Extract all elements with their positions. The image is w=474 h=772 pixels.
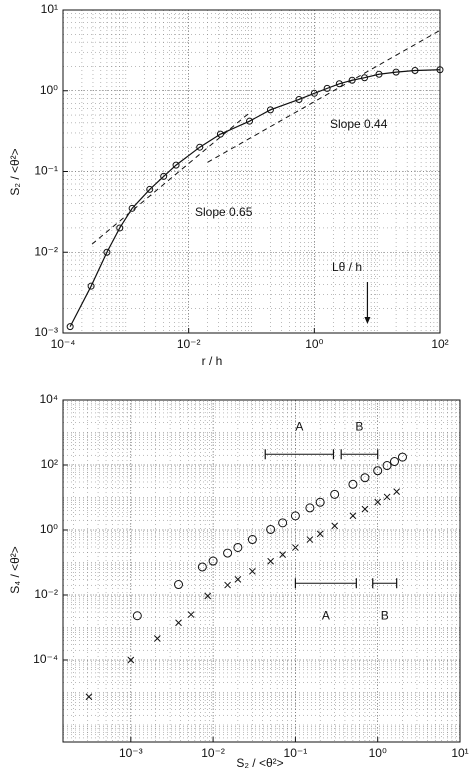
x-axis-label: r / h: [202, 354, 223, 368]
point: [87, 282, 95, 290]
y-tick-label: 10²: [41, 457, 58, 471]
plot-frame: [62, 9, 441, 334]
fit-line: [207, 29, 441, 163]
point: [246, 117, 254, 125]
point: [323, 84, 331, 92]
annotation: Lθ / h: [332, 260, 362, 274]
point: [266, 106, 274, 114]
point: [224, 581, 231, 589]
point: [208, 556, 218, 566]
point: [315, 497, 325, 507]
y-tick-label: 10⁻²: [34, 587, 58, 601]
point: [174, 580, 184, 590]
point: [310, 89, 318, 97]
point: [175, 619, 182, 627]
point: [127, 656, 135, 664]
point: [306, 536, 314, 543]
y-axis-label: S₂ / <θ²>: [8, 148, 22, 195]
y-tick-label: 10⁻¹: [34, 164, 58, 178]
range-label: A: [295, 419, 303, 433]
point: [349, 512, 357, 520]
point: [375, 70, 383, 78]
point: [392, 68, 400, 76]
point: [132, 611, 142, 621]
point: [382, 461, 392, 471]
point: [267, 557, 274, 565]
x-tick-label: 10⁻¹: [284, 746, 308, 760]
y-axis-label: S₄ / <θ²>: [8, 546, 22, 594]
point: [393, 488, 401, 495]
point: [383, 493, 391, 501]
point: [116, 224, 124, 232]
y-tick-label: 10⁴: [39, 392, 58, 406]
point: [305, 503, 315, 513]
x-tick-label: 10²: [431, 337, 448, 351]
range-label: B: [355, 419, 363, 433]
point: [187, 611, 195, 618]
point: [411, 67, 419, 75]
point: [266, 524, 276, 534]
x-tick-label: 10⁻³: [119, 746, 143, 760]
point: [316, 530, 324, 538]
y-tick-label: 10⁰: [40, 522, 58, 536]
point: [160, 172, 168, 180]
point: [330, 489, 340, 499]
annotation: Slope 0.44: [330, 117, 388, 131]
point: [85, 693, 93, 701]
point: [390, 457, 400, 467]
point: [278, 518, 288, 528]
point: [290, 511, 300, 521]
plot-frame: [62, 399, 461, 743]
point: [279, 551, 287, 558]
point: [361, 74, 369, 82]
point: [249, 567, 256, 575]
arrow-head: [364, 317, 371, 324]
point: [172, 161, 180, 169]
point: [295, 95, 303, 103]
point: [348, 479, 358, 489]
point: [153, 635, 161, 642]
x-tick-label: 10¹: [451, 746, 468, 760]
range-label: A: [322, 608, 330, 622]
point: [360, 473, 370, 483]
x-tick-label: 10⁰: [369, 746, 387, 760]
x-axis-label: S₂ / <θ²>: [236, 756, 283, 770]
point: [204, 592, 212, 600]
point: [146, 185, 154, 193]
point: [66, 323, 74, 331]
x-tick-label: 10⁻²: [201, 746, 225, 760]
point: [397, 452, 407, 462]
point: [348, 76, 356, 84]
x-tick-label: 10⁻²: [177, 337, 201, 351]
range-label: B: [381, 608, 389, 622]
annotation: Slope 0.65: [195, 205, 253, 219]
point: [374, 498, 382, 506]
y-tick-label: 10⁻²: [34, 244, 58, 258]
point: [223, 548, 233, 558]
curve: [69, 69, 441, 327]
point: [361, 505, 369, 513]
point: [196, 143, 204, 151]
x-tick-label: 10⁰: [305, 337, 323, 351]
point: [233, 542, 243, 552]
fit-line: [91, 110, 252, 245]
y-tick-label: 10⁻³: [34, 325, 58, 339]
y-tick-label: 10⁻⁴: [33, 652, 58, 666]
point: [436, 66, 444, 74]
point: [292, 544, 299, 551]
point: [197, 562, 207, 572]
point: [234, 576, 242, 583]
y-tick-label: 10¹: [41, 2, 58, 16]
point: [103, 248, 111, 256]
point: [247, 535, 257, 545]
y-tick-label: 10⁰: [40, 83, 58, 97]
point: [331, 522, 339, 530]
point: [373, 466, 383, 476]
x-tick-label: 10⁻⁴: [51, 337, 76, 351]
point: [335, 80, 343, 88]
